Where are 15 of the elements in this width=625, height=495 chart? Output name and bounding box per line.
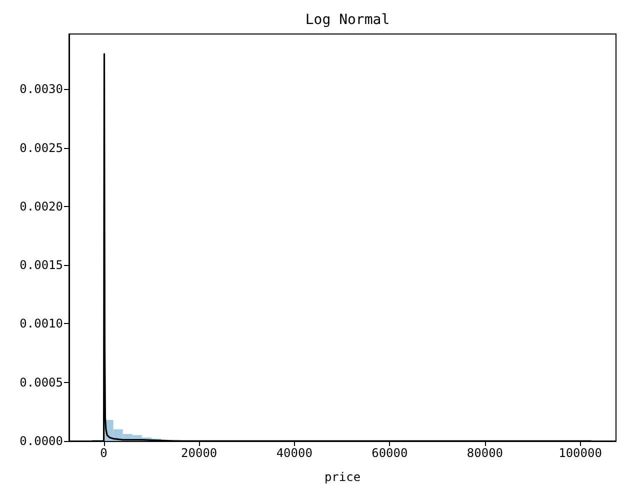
x-tick-label: 20000: [181, 446, 218, 460]
y-tick-label: 0.0010: [20, 316, 63, 331]
y-tick-label: 0.0000: [20, 434, 63, 448]
y-tick-label: 0.0005: [20, 375, 63, 390]
x-tick-label: 100000: [558, 446, 602, 460]
x-axis-title: price: [324, 470, 361, 484]
chart-title: Log Normal: [305, 12, 390, 28]
x-tick-label: 0: [100, 446, 108, 460]
x-tick-label: 80000: [466, 446, 504, 460]
y-tick-label: 0.0030: [20, 82, 63, 96]
y-tick-label: 0.0025: [20, 140, 63, 155]
x-tick-label: 40000: [276, 446, 312, 460]
y-tick-label: 0.0015: [20, 258, 63, 272]
x-tick-label: 60000: [372, 446, 408, 460]
y-tick-label: 0.0020: [20, 199, 63, 214]
